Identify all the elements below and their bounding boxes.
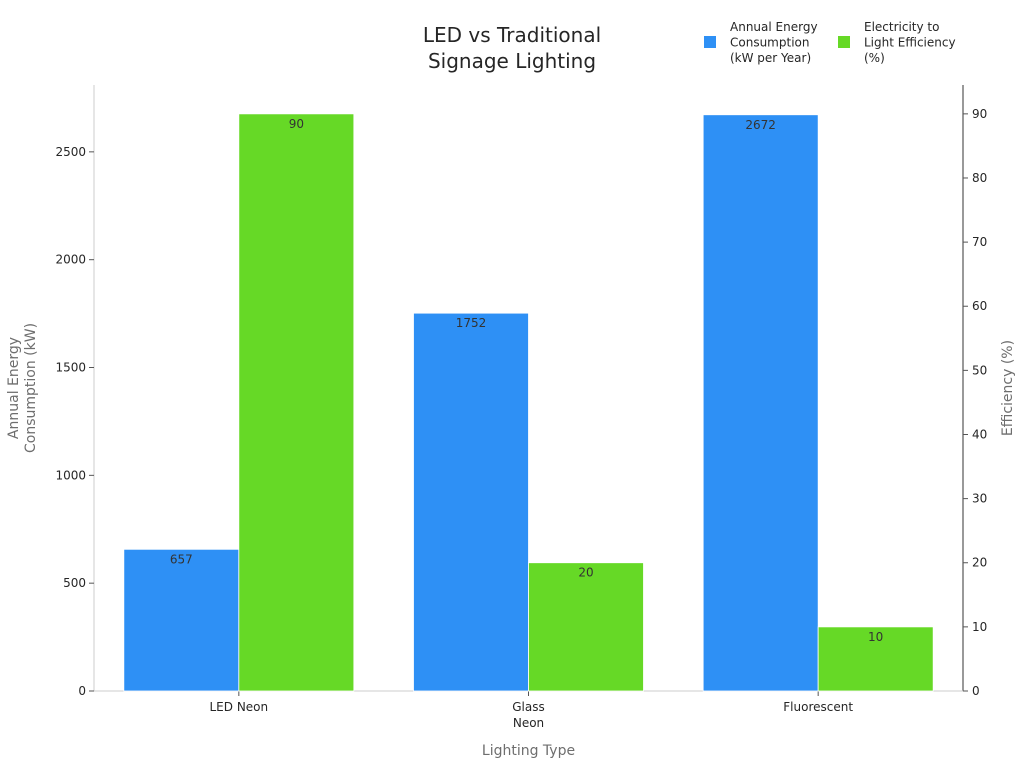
legend-swatch <box>838 36 850 48</box>
x-axis-title: Lighting Type <box>482 743 575 759</box>
y2-axis-title: Efficiency (%) <box>1000 340 1016 436</box>
y-tick-label: 1500 <box>55 361 86 375</box>
y2-tick-label: 60 <box>972 299 987 313</box>
bar <box>528 562 644 692</box>
y2-tick-label: 90 <box>972 107 987 121</box>
legend-swatch <box>704 36 716 48</box>
y2-tick-label: 70 <box>972 235 987 249</box>
legend-entry: Electricity to Light Efficiency (%) <box>864 20 956 65</box>
legend: Annual Energy Consumption (kW per Year) Ele… <box>704 20 956 65</box>
bars <box>123 113 934 692</box>
bar <box>702 114 819 692</box>
legend-entry: Annual Energy Consumption (kW per Year) <box>730 20 818 65</box>
y-axis-title: Annual EnergyConsumption (kW) <box>6 323 39 453</box>
bar <box>413 312 529 692</box>
data-label: 20 <box>578 566 593 580</box>
data-label: 1752 <box>456 316 487 330</box>
chart-title-line: Signage Lighting <box>428 49 596 73</box>
chart-title-line: LED vs Traditional <box>423 23 601 47</box>
y-tick-label: 500 <box>63 576 86 590</box>
y2-tick-label: 0 <box>972 684 980 698</box>
y2-tick-label: 50 <box>972 363 987 377</box>
data-label: 10 <box>868 630 883 644</box>
x-tick-label: LED Neon <box>210 700 269 714</box>
bar <box>238 113 355 692</box>
x-tick-label: Glass Neon <box>512 700 545 730</box>
x-tick-label: Fluorescent <box>783 700 853 714</box>
y2-tick-label: 20 <box>972 556 987 570</box>
data-label: 657 <box>170 552 193 566</box>
y2-tick-label: 10 <box>972 620 987 634</box>
y-tick-label: 0 <box>78 684 86 698</box>
data-label: 90 <box>289 117 304 131</box>
y2-tick-label: 80 <box>972 171 987 185</box>
bar <box>817 626 934 692</box>
y2-tick-label: 40 <box>972 427 987 441</box>
y-tick-label: 1000 <box>55 468 86 482</box>
data-label: 2672 <box>745 118 776 132</box>
y-tick-label: 2000 <box>55 253 86 267</box>
y2-tick-label: 30 <box>972 492 987 506</box>
data-labels: 657 90 1752 20 2672 10 <box>170 117 883 644</box>
chart-title: LED vs Traditional Signage Lighting <box>423 23 601 73</box>
bar <box>123 548 240 692</box>
y-tick-label: 2500 <box>55 145 86 159</box>
